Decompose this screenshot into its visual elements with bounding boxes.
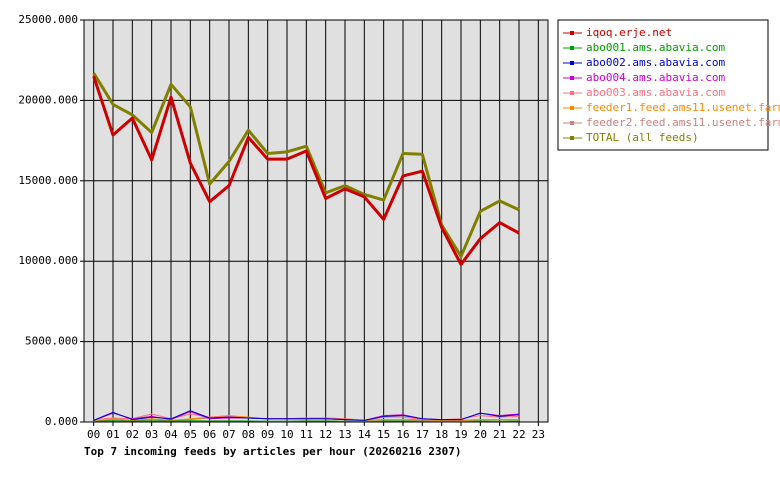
x-tick-label: 16 [396, 428, 409, 441]
y-tick-label: 15000.000 [18, 174, 78, 187]
x-tick-label: 08 [242, 428, 255, 441]
legend-label: feeder2.feed.ams11.usenet.farm [586, 116, 780, 129]
y-tick-label: 10000.000 [18, 254, 78, 267]
x-tick-label: 07 [222, 428, 235, 441]
x-tick-label: 17 [416, 428, 429, 441]
legend-marker [570, 106, 574, 110]
x-tick-label: 18 [435, 428, 448, 441]
x-tick-label: 02 [126, 428, 139, 441]
legend-marker [570, 46, 574, 50]
legend-marker [570, 61, 574, 65]
x-tick-label: 00 [87, 428, 100, 441]
series-line [93, 410, 520, 421]
legend-label: TOTAL (all feeds) [586, 131, 699, 144]
x-tick-label: 22 [512, 428, 525, 441]
legend-label: abo001.ams.abavia.com [586, 41, 725, 54]
y-tick-label: 20000.000 [18, 93, 78, 106]
legend-label: abo002.ams.abavia.com [586, 56, 725, 69]
legend-label: feeder1.feed.ams11.usenet.farm [586, 101, 780, 114]
x-tick-label: 14 [358, 428, 372, 441]
x-tick-label: 15 [377, 428, 390, 441]
legend-marker [570, 91, 574, 95]
series-line [93, 420, 520, 422]
x-tick-label: 06 [203, 428, 216, 441]
plot-area [83, 19, 549, 423]
x-tick-label: 10 [280, 428, 293, 441]
legend-box [557, 19, 769, 151]
legend-marker [570, 121, 574, 125]
x-tick-label: 19 [454, 428, 467, 441]
legend-marker [570, 136, 574, 140]
x-tick-label: 11 [300, 428, 313, 441]
chart-title: Top 7 incoming feeds by articles per hou… [84, 445, 462, 458]
series-line [92, 75, 520, 266]
x-tick-label: 13 [338, 428, 351, 441]
x-tick-label: 09 [261, 428, 274, 441]
y-tick-label: 25000.000 [18, 13, 78, 26]
legend-label: abo003.ams.abavia.com [586, 86, 725, 99]
x-tick-label: 21 [493, 428, 506, 441]
x-tick-label: 03 [145, 428, 158, 441]
y-tick-label: 5000.000 [25, 335, 78, 348]
legend-label: abo004.ams.abavia.com [586, 71, 725, 84]
x-tick-label: 04 [164, 428, 178, 441]
x-tick-label: 01 [106, 428, 119, 441]
x-tick-label: 23 [532, 428, 545, 441]
x-tick-label: 12 [319, 428, 332, 441]
x-tick-label: 05 [184, 428, 197, 441]
legend-label: iqoq.erje.net [586, 26, 672, 39]
y-tick-label: 0.000 [45, 415, 78, 428]
series-line [92, 72, 520, 258]
x-tick-label: 20 [474, 428, 487, 441]
legend-marker [570, 76, 574, 80]
legend-marker [570, 31, 574, 35]
